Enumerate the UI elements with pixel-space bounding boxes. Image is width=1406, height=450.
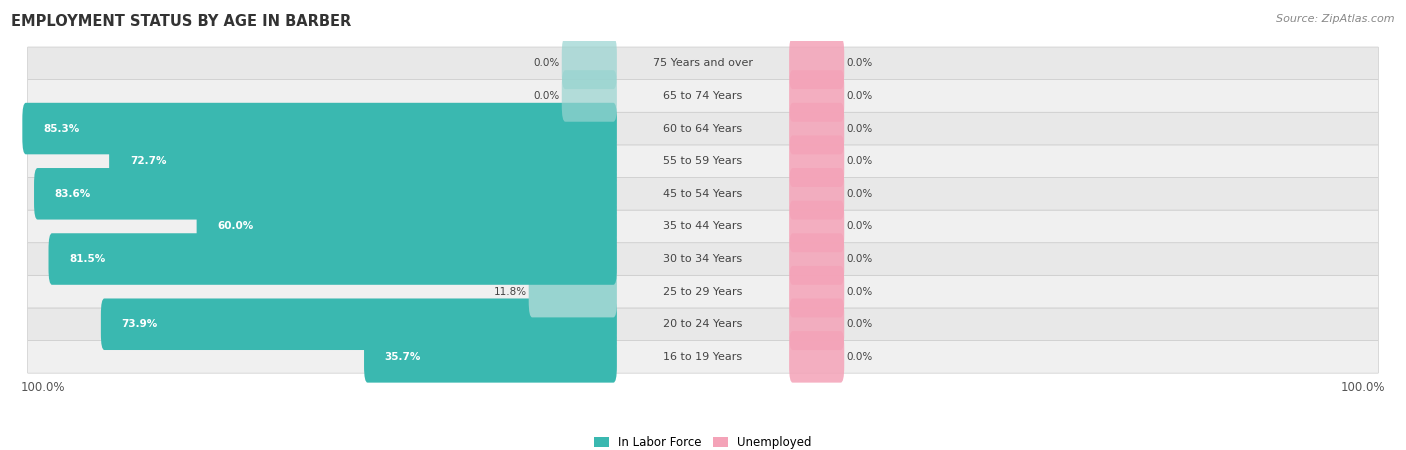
- FancyBboxPatch shape: [789, 37, 844, 89]
- FancyBboxPatch shape: [789, 331, 844, 382]
- FancyBboxPatch shape: [789, 201, 844, 252]
- Text: 65 to 74 Years: 65 to 74 Years: [664, 91, 742, 101]
- FancyBboxPatch shape: [364, 331, 617, 382]
- FancyBboxPatch shape: [789, 233, 844, 285]
- FancyBboxPatch shape: [110, 135, 617, 187]
- FancyBboxPatch shape: [562, 37, 617, 89]
- Text: 0.0%: 0.0%: [533, 58, 560, 68]
- Text: 11.8%: 11.8%: [494, 287, 527, 297]
- FancyBboxPatch shape: [28, 210, 1378, 243]
- Text: 0.0%: 0.0%: [846, 319, 873, 329]
- Text: 0.0%: 0.0%: [846, 58, 873, 68]
- FancyBboxPatch shape: [101, 298, 617, 350]
- FancyBboxPatch shape: [28, 243, 1378, 275]
- Text: 45 to 54 Years: 45 to 54 Years: [664, 189, 742, 199]
- Text: 0.0%: 0.0%: [846, 124, 873, 134]
- Text: EMPLOYMENT STATUS BY AGE IN BARBER: EMPLOYMENT STATUS BY AGE IN BARBER: [11, 14, 352, 28]
- FancyBboxPatch shape: [789, 266, 844, 317]
- FancyBboxPatch shape: [22, 103, 617, 154]
- FancyBboxPatch shape: [562, 70, 617, 122]
- Text: 0.0%: 0.0%: [846, 352, 873, 362]
- FancyBboxPatch shape: [789, 298, 844, 350]
- FancyBboxPatch shape: [789, 168, 844, 220]
- Text: 20 to 24 Years: 20 to 24 Years: [664, 319, 742, 329]
- Text: 60 to 64 Years: 60 to 64 Years: [664, 124, 742, 134]
- FancyBboxPatch shape: [789, 70, 844, 122]
- FancyBboxPatch shape: [28, 112, 1378, 145]
- Text: 73.9%: 73.9%: [121, 319, 157, 329]
- Text: 100.0%: 100.0%: [1340, 381, 1385, 394]
- FancyBboxPatch shape: [529, 266, 617, 317]
- FancyBboxPatch shape: [28, 145, 1378, 177]
- Text: 0.0%: 0.0%: [846, 189, 873, 199]
- Text: 0.0%: 0.0%: [846, 287, 873, 297]
- FancyBboxPatch shape: [197, 201, 617, 252]
- Text: 0.0%: 0.0%: [846, 221, 873, 231]
- FancyBboxPatch shape: [28, 80, 1378, 112]
- FancyBboxPatch shape: [34, 168, 617, 220]
- FancyBboxPatch shape: [789, 103, 844, 154]
- Text: 60.0%: 60.0%: [218, 221, 253, 231]
- Text: 55 to 59 Years: 55 to 59 Years: [664, 156, 742, 166]
- Text: 72.7%: 72.7%: [129, 156, 166, 166]
- Text: 35.7%: 35.7%: [385, 352, 420, 362]
- Text: 30 to 34 Years: 30 to 34 Years: [664, 254, 742, 264]
- FancyBboxPatch shape: [28, 308, 1378, 341]
- FancyBboxPatch shape: [28, 47, 1378, 80]
- Text: 0.0%: 0.0%: [533, 91, 560, 101]
- Text: 25 to 29 Years: 25 to 29 Years: [664, 287, 742, 297]
- FancyBboxPatch shape: [48, 233, 617, 285]
- Text: 83.6%: 83.6%: [55, 189, 91, 199]
- Text: 16 to 19 Years: 16 to 19 Years: [664, 352, 742, 362]
- Text: 100.0%: 100.0%: [21, 381, 66, 394]
- FancyBboxPatch shape: [28, 177, 1378, 210]
- Text: 85.3%: 85.3%: [44, 124, 79, 134]
- Text: 0.0%: 0.0%: [846, 91, 873, 101]
- Text: Source: ZipAtlas.com: Source: ZipAtlas.com: [1277, 14, 1395, 23]
- FancyBboxPatch shape: [789, 135, 844, 187]
- Text: 0.0%: 0.0%: [846, 254, 873, 264]
- Text: 0.0%: 0.0%: [846, 156, 873, 166]
- FancyBboxPatch shape: [28, 341, 1378, 373]
- Text: 35 to 44 Years: 35 to 44 Years: [664, 221, 742, 231]
- FancyBboxPatch shape: [28, 275, 1378, 308]
- Text: 75 Years and over: 75 Years and over: [652, 58, 754, 68]
- Legend: In Labor Force, Unemployed: In Labor Force, Unemployed: [589, 432, 817, 450]
- Text: 81.5%: 81.5%: [69, 254, 105, 264]
